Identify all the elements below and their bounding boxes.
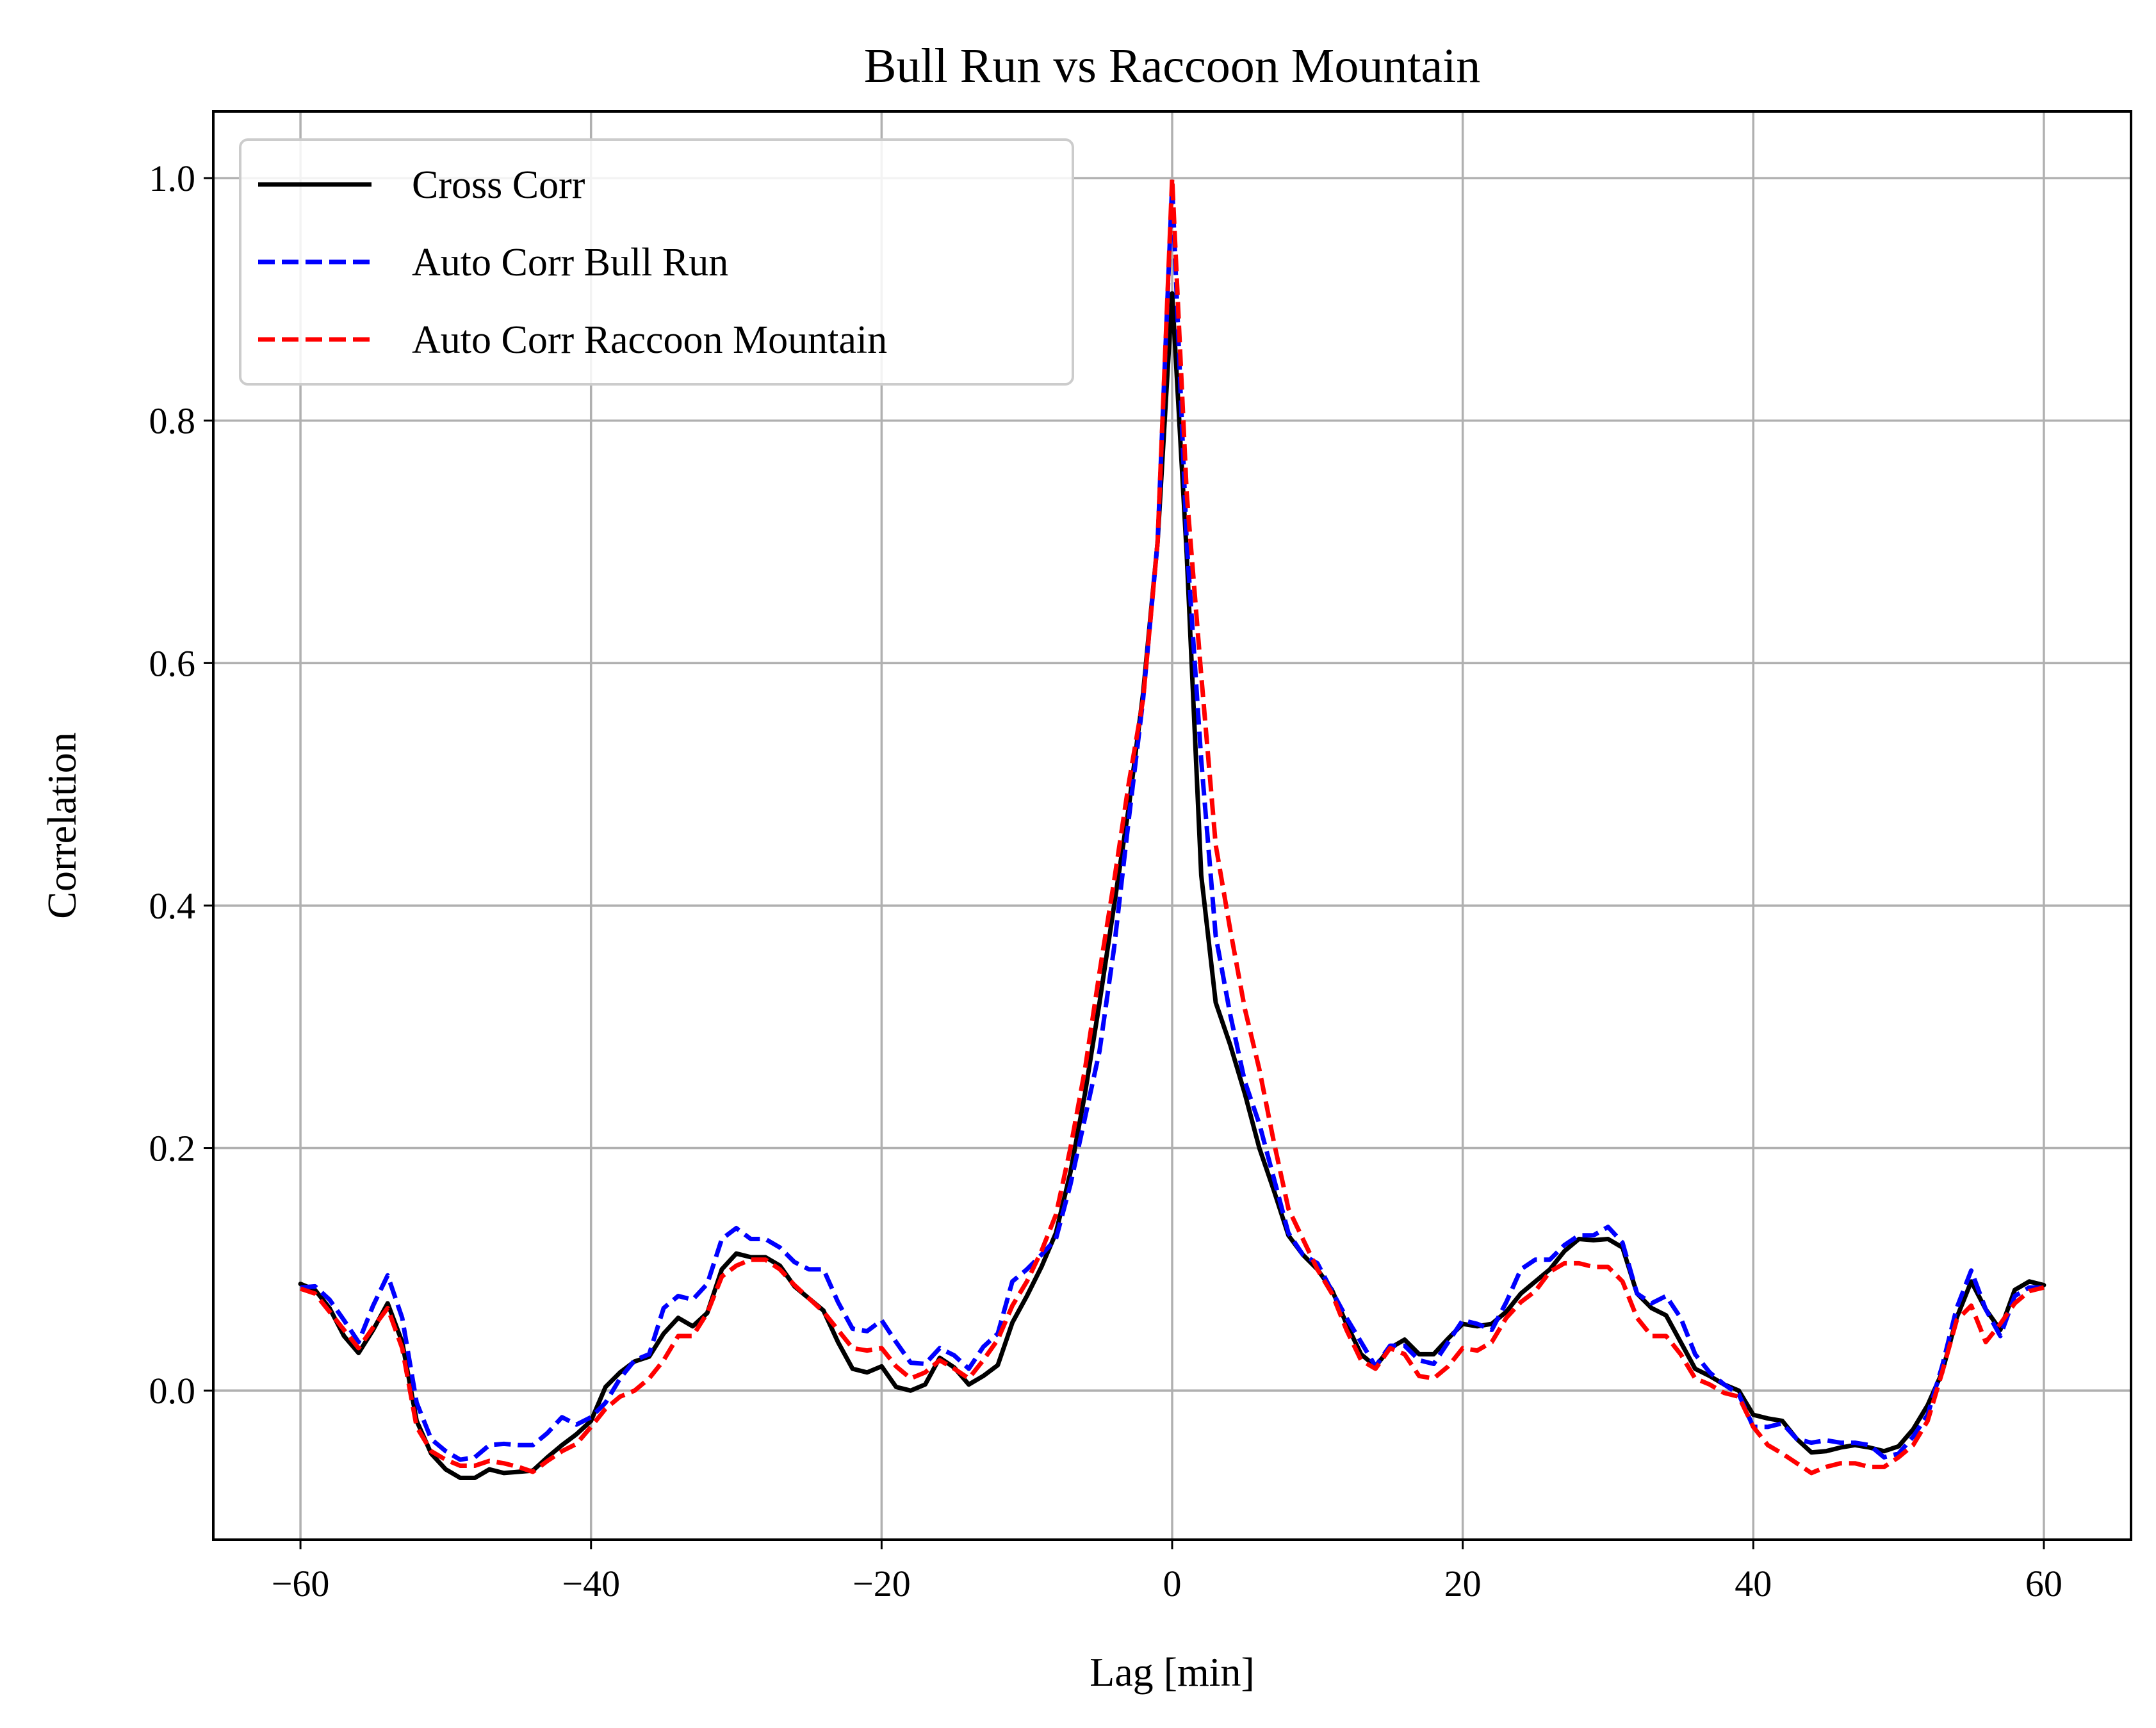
y-tick-label: 0.2 — [149, 1128, 196, 1170]
legend-label-3: Auto Corr Raccoon Mountain — [412, 318, 887, 362]
y-tick-label: 0.4 — [149, 885, 196, 927]
chart-title: Bull Run vs Raccoon Mountain — [864, 39, 1481, 93]
x-tick-label: 20 — [1444, 1563, 1482, 1604]
series-lines — [298, 175, 2046, 1480]
y-axis-label: Correlation — [39, 732, 85, 918]
x-tick-label: −60 — [272, 1563, 330, 1604]
axis-ticks: −60 −40 −20 0 20 40 60 0.0 0.2 0.4 0.6 0.8 1.0 — [149, 158, 2062, 1604]
y-tick-label: 0.6 — [149, 642, 196, 684]
x-axis-label: Lag [min] — [1090, 1649, 1255, 1695]
x-tick-label: −40 — [562, 1563, 620, 1604]
series-line-1 — [298, 291, 2046, 1480]
y-tick-label: 0.0 — [149, 1370, 196, 1412]
x-tick-label: 40 — [1735, 1563, 1772, 1604]
x-tick-label: 60 — [2025, 1563, 2062, 1604]
y-tick-label: 0.8 — [149, 400, 196, 442]
y-tick-label: 1.0 — [149, 158, 196, 199]
legend: Cross Corr Auto Corr Bull Run Auto Corr Ra… — [239, 138, 1074, 386]
legend-label-1: Cross Corr — [412, 163, 585, 207]
series-line-3 — [299, 175, 2045, 1476]
legend-box — [239, 138, 1074, 386]
x-tick-label: −20 — [853, 1563, 911, 1604]
legend-label-2: Auto Corr Bull Run — [412, 241, 728, 284]
x-tick-label: 0 — [1163, 1563, 1182, 1604]
